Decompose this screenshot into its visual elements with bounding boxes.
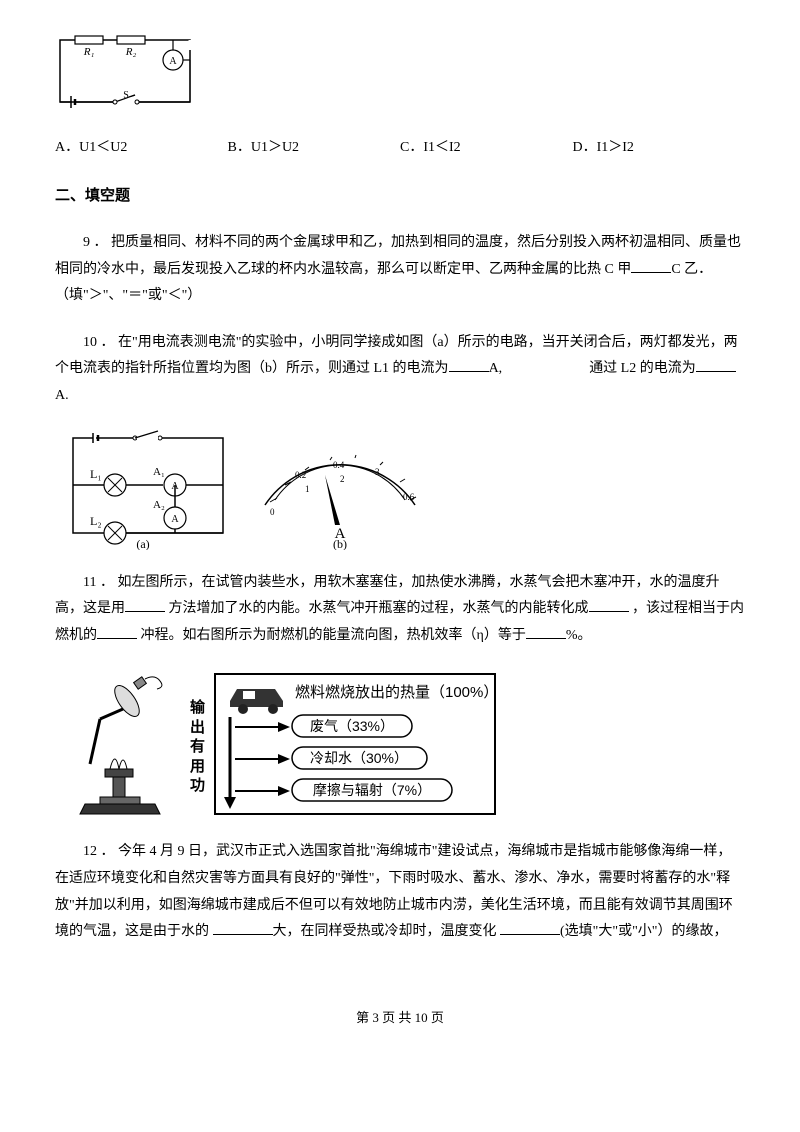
burner-icon (65, 669, 185, 819)
blank (696, 358, 736, 372)
blank (125, 598, 165, 612)
page-footer: 第 3 页 共 10 页 (55, 1006, 745, 1031)
output-label: 输出有用功 (190, 699, 205, 797)
label-b: (b) (333, 537, 347, 550)
l1-label: L₁ (90, 467, 102, 481)
option-b: B．U1＞U2 (228, 135, 401, 162)
blank (500, 921, 560, 935)
r1-label: R₁ (83, 46, 95, 58)
q12-num: 12 ． (83, 844, 115, 859)
ammeter-dial-icon: 0 0.2 1 0.4 2 3 0.6 A (b) (245, 430, 435, 550)
question-9: 9 ． 把质量相同、材料不同的两个金属球甲和乙，加热到相同的温度，然后分别投入两… (55, 230, 745, 310)
figure-q11: 输出有用功 燃料燃烧放出的热量（100%） 废气（33%） 冷却水（30%） (65, 669, 745, 819)
r2-label: R₂ (125, 46, 137, 58)
blank (631, 259, 671, 273)
q10-text4: A. (55, 388, 69, 403)
energy-title: 燃料燃烧放出的热量（100%） (295, 683, 498, 701)
question-12: 12 ． 今年 4 月 9 日，武汉市正式入选国家首批"海绵城市"建设试点，海绵… (55, 839, 745, 945)
energy-flow-icon: 燃料燃烧放出的热量（100%） 废气（33%） 冷却水（30%） 摩擦与辐射（7… (210, 669, 500, 819)
q11-num: 11 ． (83, 575, 114, 590)
q12-text2: 大，在同样受热或冷却时，温度变化 (273, 924, 497, 939)
circuit-a-icon: L₁ A A₁ L₂ A A₂ (a) (65, 430, 230, 550)
svg-text:0.4: 0.4 (333, 460, 345, 470)
switch-label: S (123, 90, 129, 101)
blank (589, 598, 629, 612)
q11-text2: 方法增加了水的内能。水蒸气冲开瓶塞的过程，水蒸气的内能转化成 (169, 601, 589, 616)
question-10: 10 ． 在"用电流表测电流"的实验中，小明同学接成如图（a）所示的电路，当开关… (55, 330, 745, 410)
option-d: D．I1＞I2 (573, 135, 746, 162)
q10-text2: A, (489, 361, 503, 376)
svg-text:0: 0 (270, 507, 275, 517)
q11-text5: %。 (566, 628, 592, 643)
q12-text3: (选填"大"或"小"）的缘故， (560, 924, 728, 939)
blank (526, 625, 566, 639)
q10-text3: 通过 L2 的电流为 (589, 361, 696, 376)
option-c: C．I1＜I2 (400, 135, 573, 162)
blank (97, 625, 137, 639)
e2: 冷却水（30%） (310, 750, 408, 766)
circuit-figure: R₁ R₂ A S (55, 35, 195, 110)
svg-text:0.6: 0.6 (403, 492, 415, 502)
l2-label: L₂ (90, 514, 102, 528)
a2-label: A (171, 514, 179, 525)
footer-text: 第 3 页 共 10 页 (356, 1010, 444, 1025)
svg-text:2: 2 (340, 474, 345, 484)
option-a: A．U1＜U2 (55, 135, 228, 162)
a1-text: A₁ (153, 466, 165, 478)
q10-num: 10 ． (83, 335, 115, 350)
svg-text:0.2: 0.2 (295, 470, 306, 480)
question-11: 11 ． 如左图所示，在试管内装些水，用软木塞塞住，加热使水沸腾，水蒸气会把木塞… (55, 570, 745, 650)
figure-q10: L₁ A A₁ L₂ A A₂ (a) (65, 430, 745, 550)
a2-text: A₂ (153, 499, 165, 511)
q8-options: A．U1＜U2 B．U1＞U2 C．I1＜I2 D．I1＞I2 (55, 135, 745, 162)
blank (449, 358, 489, 372)
section-heading: 二、填空题 (55, 182, 745, 211)
q9-num: 9 ． (83, 235, 108, 250)
svg-text:3: 3 (375, 467, 380, 477)
label-a: (a) (136, 537, 149, 550)
e1: 废气（33%） (310, 718, 394, 734)
svg-text:1: 1 (305, 484, 310, 494)
q11-text4: 冲程。如右图所示为耐燃机的能量流向图，热机效率（η）等于 (141, 628, 526, 643)
ammeter-label: A (169, 56, 177, 67)
e3: 摩擦与辐射（7%） (313, 782, 431, 798)
blank (213, 921, 273, 935)
